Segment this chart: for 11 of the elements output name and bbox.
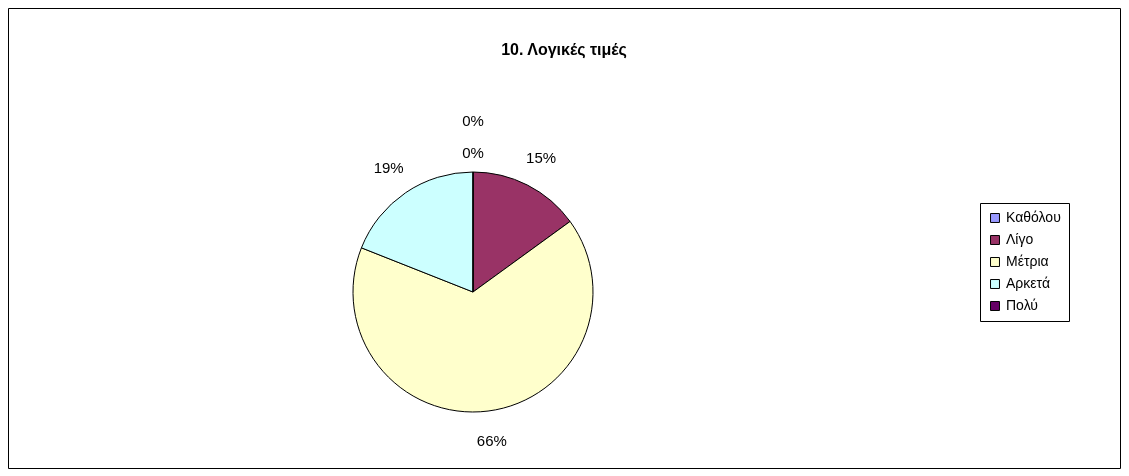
legend-label: Καθόλου [1006,209,1061,225]
legend-label: Μέτρια [1006,253,1049,269]
text: 0% [462,144,484,161]
chart-title: 10. Λογικές τιμές [501,41,627,59]
data-label: 15% [526,149,557,167]
data-label: 19% [373,158,404,176]
text: 0% [462,112,484,129]
data-label: 66% [476,431,507,449]
legend-label: Πολύ [1006,297,1038,313]
legend-label: Λίγο [1006,231,1034,247]
legend-label: Αρκετά [1006,275,1050,291]
